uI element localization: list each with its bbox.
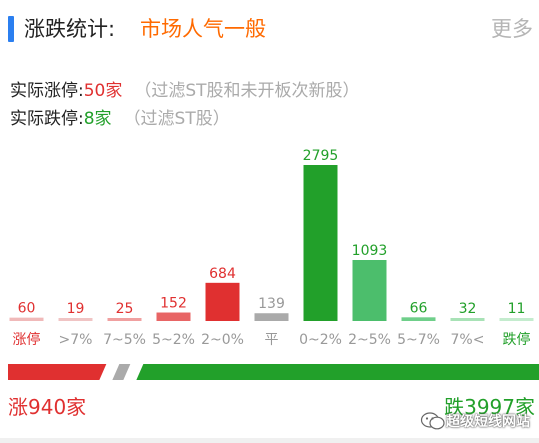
category-label-5: 平 (265, 332, 279, 348)
watermark: 超级短线网站 (420, 408, 535, 434)
bar-1 (58, 318, 93, 321)
bottom-divider (0, 438, 539, 443)
watermark-text: 超级短线网站 (446, 414, 530, 430)
total-up: 涨940家 (8, 395, 87, 419)
bar-value-7: 1093 (352, 243, 388, 259)
bar-value-0: 60 (18, 301, 36, 317)
limit-up-count: 50家 (83, 81, 123, 101)
market-sentiment: 市场人气一般 (140, 17, 266, 41)
bar-value-9: 32 (459, 301, 477, 317)
section-title: 涨跌统计: (24, 17, 116, 41)
limit-up-note: （过滤ST股和未开板次新股） (134, 81, 360, 101)
ratio-bar (8, 364, 539, 380)
bar-value-6: 2795 (303, 148, 339, 164)
category-label-4: 2~0% (201, 332, 244, 348)
limit-up-line: 实际涨停:50家 （过滤ST股和未开板次新股） (10, 80, 360, 102)
title-accent-bar (8, 16, 14, 42)
bar-3 (156, 312, 191, 321)
category-label-7: 2~5% (348, 332, 391, 348)
category-label-9: 7%< (451, 332, 485, 348)
distribution-chart: 60 涨停 19 >7% 25 7~5% 152 5~2% 684 2~0% 139 平 2795 0~2… (9, 148, 534, 348)
bar-6 (303, 165, 338, 321)
more-link[interactable]: 更多 (491, 17, 533, 41)
bar-2 (107, 318, 142, 321)
limit-down-note: （过滤ST股） (123, 109, 230, 129)
bar-8 (401, 317, 436, 321)
bar-value-5: 139 (258, 296, 285, 312)
category-label-10: 跌停 (503, 331, 531, 348)
bar-0 (9, 317, 44, 321)
limit-down-label: 实际跌停: (10, 109, 84, 129)
bar-value-1: 19 (67, 301, 85, 317)
bar-value-4: 684 (209, 266, 236, 282)
bar-value-3: 152 (160, 296, 187, 312)
category-label-1: >7% (59, 332, 93, 348)
limit-down-count: 8家 (83, 109, 112, 129)
category-label-6: 0~2% (299, 332, 342, 348)
category-label-0: 涨停 (13, 331, 41, 348)
bar-value-10: 11 (508, 301, 526, 317)
bar-value-2: 25 (116, 301, 134, 317)
bar-value-8: 66 (410, 300, 428, 316)
ratio-up-segment (8, 364, 107, 380)
wechat-icon (420, 412, 445, 430)
bar-4 (205, 282, 240, 321)
category-label-3: 5~2% (152, 332, 195, 348)
bar-7 (352, 259, 387, 321)
ratio-down-segment (136, 364, 539, 380)
limit-down-line: 实际跌停:8家 （过滤ST股） (10, 108, 230, 130)
category-label-8: 5~7% (397, 332, 440, 348)
bar-9 (450, 318, 485, 321)
bar-5 (254, 313, 289, 321)
total-down: 跌3997家 (444, 395, 535, 419)
category-label-2: 7~5% (103, 332, 146, 348)
limit-up-label: 实际涨停: (10, 81, 84, 101)
bar-10 (499, 318, 534, 321)
header: 涨跌统计: 市场人气一般 更多 (0, 0, 539, 60)
ratio-flat-segment (112, 364, 131, 380)
